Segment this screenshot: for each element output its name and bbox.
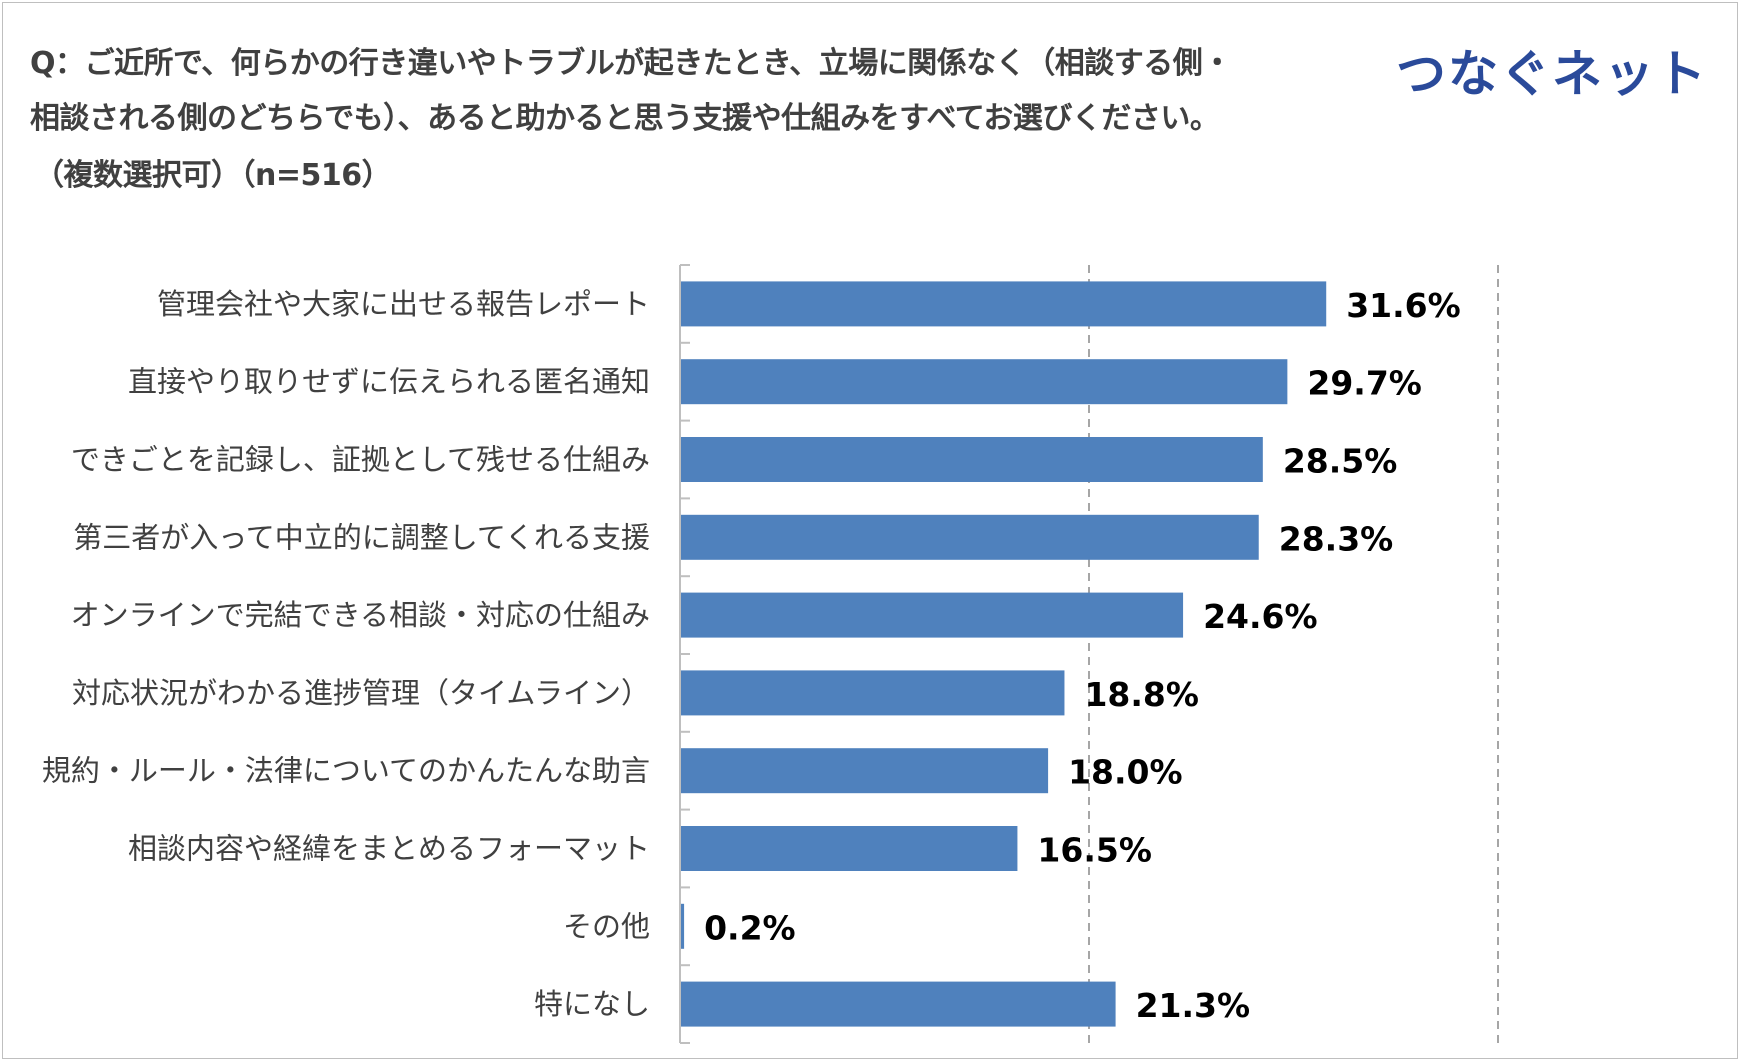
bar-6 — [680, 670, 1065, 716]
value-label-9: 0.2% — [704, 908, 796, 947]
bar-2 — [680, 359, 1288, 405]
category-label-6: 対応状況がわかる進捗管理（タイムライン） — [72, 676, 650, 710]
value-label-6: 18.8% — [1084, 675, 1199, 714]
bar-3 — [680, 437, 1263, 482]
category-label-4: 第三者が入って中立的に調整してくれる支援 — [73, 520, 650, 554]
question-title-line-2: 相談される側のどちらでも）、あると助かると思う支援や仕組みをすべてお選びください… — [30, 101, 1220, 136]
bar-5 — [680, 592, 1184, 638]
bar-4 — [680, 514, 1259, 560]
category-label-3: できごとを記録し、証拠として残せる仕組み — [71, 443, 650, 477]
bar-8 — [680, 826, 1018, 871]
category-label-1: 管理会社や大家に出せる報告レポート — [157, 287, 650, 321]
value-label-5: 24.6% — [1203, 597, 1318, 636]
value-label-1: 31.6% — [1346, 286, 1461, 325]
bar-7 — [680, 748, 1049, 794]
category-label-9: その他 — [563, 909, 650, 943]
category-label-10: 特になし — [534, 987, 650, 1021]
category-label-5: オンラインで完結できる相談・対応の仕組み — [71, 598, 650, 632]
brand-logo: つなぐネット — [1396, 45, 1708, 103]
question-title-line-3: （複数選択可）（n=516） — [34, 158, 392, 193]
value-label-7: 18.0% — [1068, 753, 1183, 792]
value-label-3: 28.5% — [1283, 442, 1398, 481]
bar-9 — [680, 903, 685, 949]
bar-10 — [680, 981, 1116, 1027]
value-label-2: 29.7% — [1307, 364, 1422, 403]
category-label-8: 相談内容や経緯をまとめるフォーマット — [128, 832, 650, 866]
value-label-10: 21.3% — [1136, 986, 1251, 1025]
bar-1 — [680, 281, 1327, 327]
question-title-line-1: Q：ご近所で、何らかの行き違いやトラブルが起きたとき、立場に関係なく（相談する側… — [30, 46, 1232, 81]
category-label-7: 規約・ルール・法律についてのかんたんな助言 — [42, 754, 650, 788]
category-label-2: 直接やり取りせずに伝えられる匿名通知 — [128, 365, 650, 399]
value-label-4: 28.3% — [1279, 519, 1394, 558]
value-label-8: 16.5% — [1037, 831, 1152, 870]
